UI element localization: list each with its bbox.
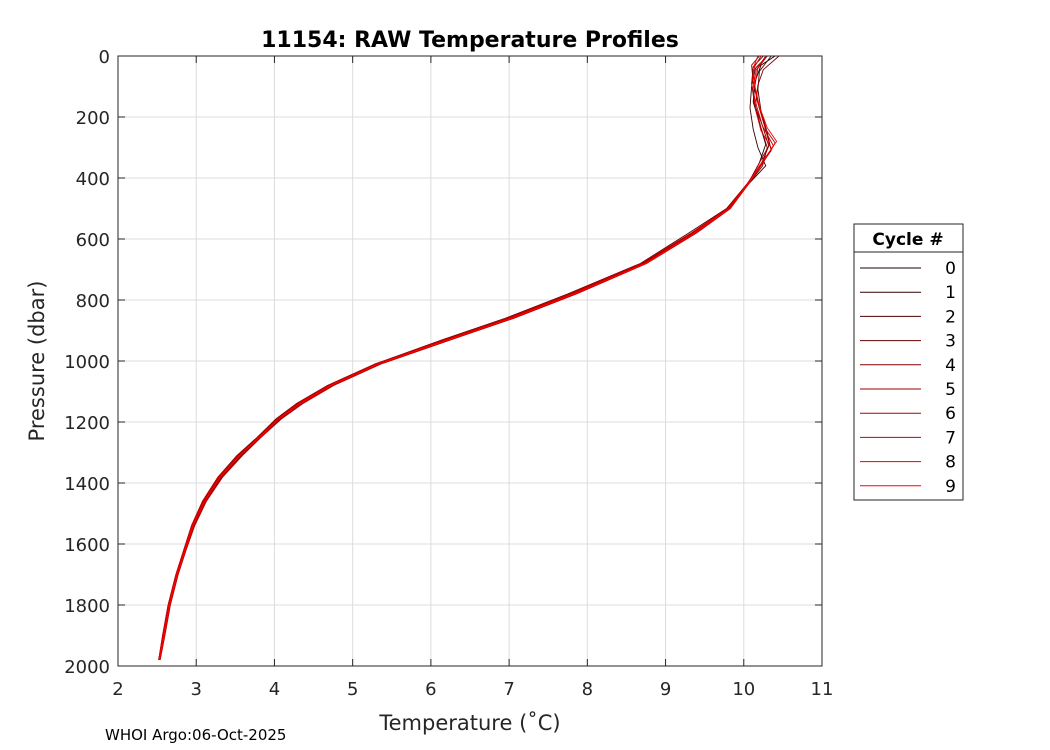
axis-ticks: 2 3 4 5 6 7 8 9 10 11 0 200 400 600 800 1000 1200 1400 160… bbox=[64, 47, 833, 700]
y-tick-label: 2000 bbox=[64, 657, 110, 678]
y-tick-label: 1200 bbox=[64, 413, 110, 434]
legend: Cycle # 0 1 2 3 4 5 6 7 8 9 bbox=[853, 223, 964, 501]
legend-label-cycle-9: 9 bbox=[945, 477, 956, 497]
legend-label-cycle-8: 8 bbox=[945, 453, 956, 473]
x-axis-label: Temperature (˚C) bbox=[378, 711, 560, 735]
series-line-cycle-7 bbox=[158, 55, 774, 660]
x-tick-label: 2 bbox=[112, 679, 123, 700]
legend-label-cycle-2: 2 bbox=[945, 307, 956, 327]
x-tick-label: 5 bbox=[347, 679, 358, 700]
y-tick-label: 1400 bbox=[64, 474, 110, 495]
y-tick-label: 1600 bbox=[64, 535, 110, 556]
x-tick-label: 11 bbox=[811, 679, 834, 700]
legend-label-cycle-1: 1 bbox=[945, 283, 956, 303]
legend-box bbox=[853, 223, 964, 501]
y-tick-label: 800 bbox=[76, 291, 110, 312]
y-tick-label: 400 bbox=[76, 169, 110, 190]
x-tick-label: 10 bbox=[732, 679, 755, 700]
x-tick-label: 8 bbox=[582, 679, 593, 700]
y-tick-label: 1000 bbox=[64, 352, 110, 373]
series-line-cycle-8 bbox=[158, 55, 773, 660]
x-tick-label: 4 bbox=[269, 679, 280, 700]
x-tick-label: 7 bbox=[503, 679, 514, 700]
legend-label-cycle-7: 7 bbox=[945, 428, 956, 448]
legend-label-cycle-3: 3 bbox=[945, 332, 956, 352]
series-line-cycle-9 bbox=[159, 55, 778, 660]
y-tick-label: 0 bbox=[99, 47, 110, 68]
x-tick-label: 9 bbox=[660, 679, 671, 700]
y-tick-label: 1800 bbox=[64, 596, 110, 617]
chart-title: 11154: RAW Temperature Profiles bbox=[261, 28, 679, 53]
series-lines bbox=[158, 55, 780, 660]
x-tick-label: 6 bbox=[425, 679, 436, 700]
legend-label-cycle-4: 4 bbox=[945, 356, 956, 376]
legend-label-cycle-5: 5 bbox=[945, 380, 956, 400]
y-tick-label: 600 bbox=[76, 230, 110, 251]
legend-label-cycle-6: 6 bbox=[945, 404, 956, 424]
footer-note: WHOI Argo:06-Oct-2025 bbox=[105, 726, 286, 744]
series-line-cycle-6 bbox=[159, 55, 776, 660]
x-tick-label: 3 bbox=[190, 679, 201, 700]
y-tick-label: 200 bbox=[76, 108, 110, 129]
legend-title: Cycle # bbox=[872, 230, 943, 250]
y-axis-label: Pressure (dbar) bbox=[25, 281, 49, 442]
legend-label-cycle-0: 0 bbox=[945, 259, 956, 279]
